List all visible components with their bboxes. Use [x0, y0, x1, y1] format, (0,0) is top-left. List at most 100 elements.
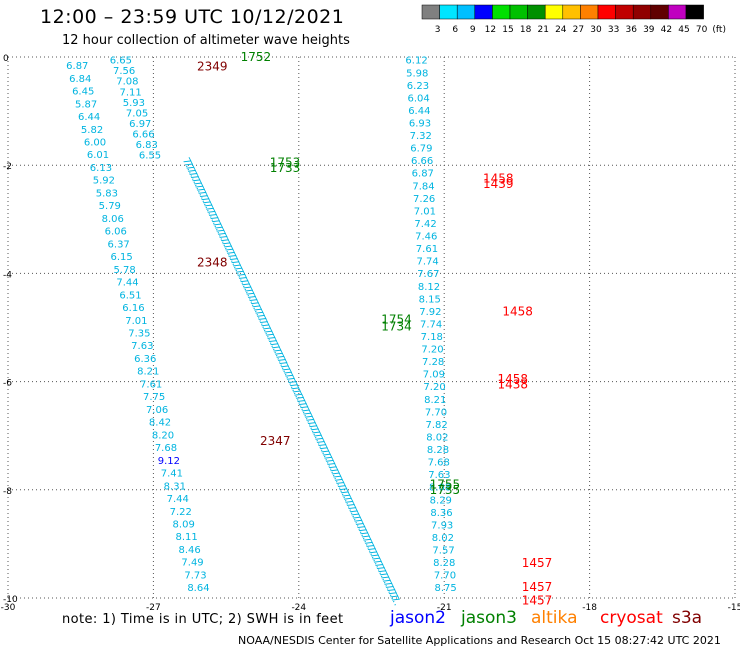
- swh-dense-mark: 7.: [348, 509, 362, 523]
- swh-value: 5.92: [93, 176, 115, 187]
- pass-time-label: 2348: [197, 256, 228, 270]
- pass-time-label: 1755: [430, 477, 461, 491]
- swh-dense-mark: 7.: [340, 493, 354, 507]
- swh-dense-mark: 7.: [237, 276, 251, 290]
- swh-dense-mark: 7.: [238, 279, 252, 293]
- swh-dense-mark: 7.: [225, 251, 239, 265]
- swh-dense-mark: 7.: [292, 392, 306, 406]
- swh-dense-mark: 7.: [309, 427, 323, 441]
- swh-value: 7.63: [428, 470, 450, 481]
- pass-time-label: 1734: [381, 319, 412, 333]
- swh-dense-mark: 7.: [360, 534, 374, 548]
- swh-value: 5.93: [123, 98, 145, 109]
- swh-dense-mark: 7.: [261, 326, 275, 340]
- swh-dense-mark: 7.: [325, 462, 339, 476]
- swh-value: 6.12: [405, 56, 427, 67]
- swh-dense-mark: 7.: [339, 490, 353, 504]
- swh-value: 8.28: [427, 445, 449, 456]
- swh-dense-mark: 7.: [379, 575, 393, 589]
- swh-dense-mark: 7.: [312, 433, 326, 447]
- scale-label: 70: [696, 25, 708, 35]
- scale-label: 15: [502, 25, 513, 35]
- swh-value: 7.61: [140, 379, 162, 390]
- swh-value: 7.42: [414, 219, 436, 230]
- swh-dense-mark: 7.: [316, 443, 330, 457]
- swh-dense-mark: 7.: [271, 348, 285, 362]
- swh-value: 7.09: [423, 370, 445, 381]
- swh-value: 6.97: [129, 119, 151, 130]
- swh-dense-mark: 7.: [180, 156, 194, 170]
- swh-dense-mark: 7.: [382, 582, 396, 596]
- scale-label: 9: [470, 25, 476, 35]
- swh-dense-mark: 7.: [223, 247, 237, 261]
- swh-value: 7.08: [116, 77, 138, 88]
- swh-dense-mark: 7.: [198, 194, 212, 208]
- swh-value: 8.21: [424, 395, 446, 406]
- swh-dense-mark: 7.: [307, 424, 321, 438]
- swh-dense-mark: 7.: [226, 254, 240, 268]
- swh-dense-mark: 7.: [216, 232, 230, 246]
- legend-altika: altika: [531, 608, 578, 628]
- swh-dense-mark: 7.: [249, 301, 263, 315]
- swh-dense-mark: 7.: [313, 437, 327, 451]
- swh-dense-mark: 7.: [262, 329, 276, 343]
- swh-value: 7.57: [432, 546, 454, 557]
- swh-dense-mark: 7.: [255, 314, 269, 328]
- swh-dense-mark: 7.: [370, 556, 384, 570]
- swh-dense-mark: 7.: [183, 162, 197, 176]
- swh-dense-mark: 7.: [319, 449, 333, 463]
- swh-dense-mark: 7.: [240, 282, 254, 296]
- legend-jason2: jason2: [390, 608, 446, 628]
- swh-dense-mark: 7.: [381, 578, 395, 592]
- swh-dense-mark: 7.: [300, 408, 314, 422]
- pass-time-label: 1754: [381, 312, 412, 326]
- scale-label: 42: [661, 25, 672, 35]
- swh-value: 8.21: [137, 367, 159, 378]
- swh-dense-mark: 7.: [186, 169, 200, 183]
- swh-dense-mark: 7.: [321, 452, 335, 466]
- swh-dense-mark: 7.: [204, 206, 218, 220]
- swh-dense-mark: 7.: [256, 317, 270, 331]
- swh-dense-mark: 7.: [366, 547, 380, 561]
- pass-time-label: 1752: [241, 50, 272, 64]
- swh-dense-mark: 7.: [376, 569, 390, 583]
- pass-time-label: 1735: [430, 483, 461, 497]
- swh-dense-mark: 7.: [246, 295, 260, 309]
- swh-value: 6.79: [410, 144, 432, 155]
- credit-line: NOAA/NESDIS Center for Satellite Applica…: [238, 634, 721, 647]
- swh-value: 6.36: [134, 354, 156, 365]
- swh-value: 7.74: [417, 257, 439, 268]
- swh-dense-mark: 7.: [205, 210, 219, 224]
- scale-label: 12: [485, 25, 496, 35]
- swh-dense-mark: 7.: [258, 320, 272, 334]
- swh-dense-mark: 7.: [232, 266, 246, 280]
- swh-value: 7.68: [428, 458, 450, 469]
- swh-dense-mark: 7.: [367, 550, 381, 564]
- x-tick-label: -27: [146, 603, 161, 610]
- x-tick-label: -15: [728, 603, 740, 610]
- swh-dense-mark: 7.: [201, 200, 215, 214]
- y-tick-label: 0: [3, 54, 9, 64]
- swh-dense-mark: 7.: [231, 263, 245, 277]
- swh-dense-mark: 7.: [324, 459, 338, 473]
- swh-dense-mark: 7.: [274, 355, 288, 369]
- swh-dense-mark: 7.: [265, 336, 279, 350]
- swh-value: 8.02: [432, 533, 454, 544]
- swh-dense-mark: 7.: [294, 396, 308, 410]
- y-tick-label: -8: [3, 487, 12, 497]
- swh-value: 8.36: [430, 508, 452, 519]
- legend-s3a: s3a: [672, 608, 703, 628]
- pass-time-label: 2347: [260, 434, 291, 448]
- swh-value: 7.61: [416, 244, 438, 255]
- swh-dense-mark: 7.: [384, 585, 398, 599]
- swh-value: 6.37: [108, 239, 130, 250]
- swh-value: 7.73: [184, 570, 206, 581]
- swh-dense-mark: 7.: [330, 471, 344, 485]
- scale-label: 18: [520, 25, 532, 35]
- swh-value: 8.09: [173, 520, 195, 531]
- legend-cryosat: cryosat: [600, 608, 663, 628]
- swh-dense-mark: 7.: [385, 588, 399, 602]
- swh-dense-mark: 7.: [286, 380, 300, 394]
- swh-value: 6.13: [90, 163, 112, 174]
- scale-label: 6: [452, 25, 458, 35]
